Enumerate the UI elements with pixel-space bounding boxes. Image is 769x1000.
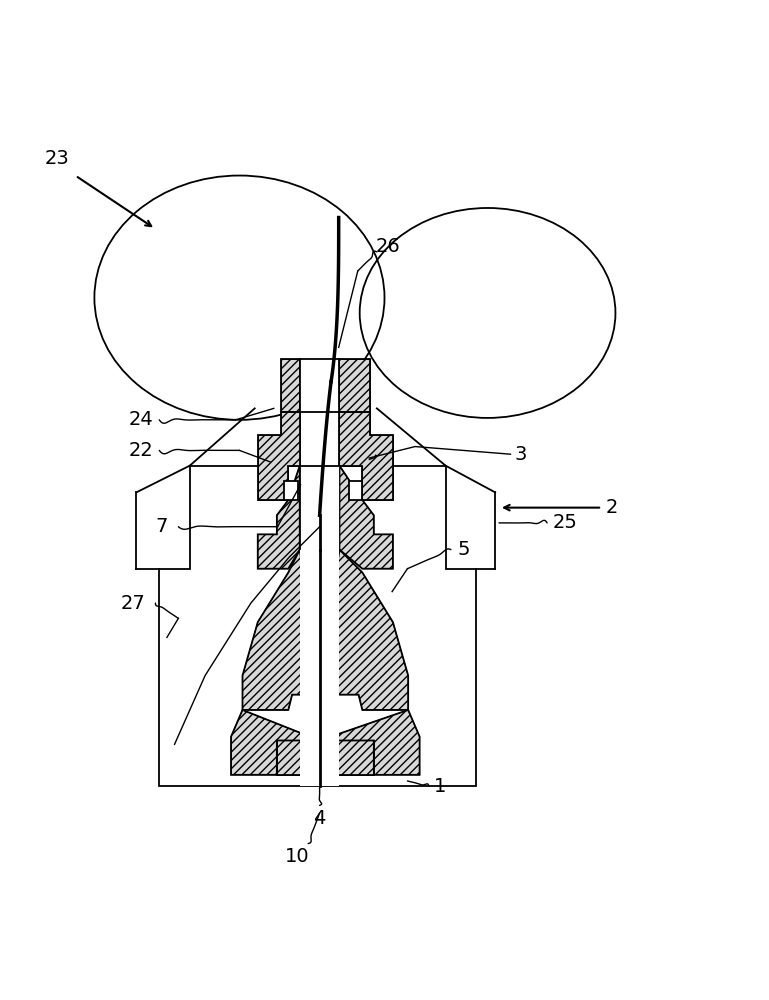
Text: 2: 2 — [606, 498, 618, 517]
Text: 5: 5 — [457, 540, 470, 559]
Text: 22: 22 — [128, 441, 154, 460]
Text: 7: 7 — [155, 517, 168, 536]
Polygon shape — [258, 466, 300, 569]
Bar — [285, 481, 298, 500]
Text: 10: 10 — [285, 847, 309, 866]
Text: 3: 3 — [514, 445, 527, 464]
Text: 1: 1 — [434, 777, 447, 796]
Bar — [300, 466, 339, 550]
Polygon shape — [277, 740, 374, 775]
Polygon shape — [339, 466, 393, 569]
Polygon shape — [320, 710, 420, 775]
Text: 25: 25 — [552, 513, 578, 532]
Text: 23: 23 — [45, 149, 69, 168]
Polygon shape — [339, 359, 370, 412]
Polygon shape — [339, 412, 393, 500]
Polygon shape — [159, 466, 476, 786]
Polygon shape — [242, 550, 320, 710]
Polygon shape — [258, 412, 300, 500]
Bar — [300, 550, 339, 786]
Bar — [300, 359, 339, 412]
Bar — [348, 481, 362, 500]
Text: 24: 24 — [128, 410, 154, 429]
Polygon shape — [281, 359, 300, 412]
Text: 27: 27 — [121, 594, 146, 613]
Text: 4: 4 — [314, 809, 326, 828]
Polygon shape — [231, 710, 320, 775]
Text: 26: 26 — [376, 237, 401, 256]
Polygon shape — [320, 550, 408, 710]
